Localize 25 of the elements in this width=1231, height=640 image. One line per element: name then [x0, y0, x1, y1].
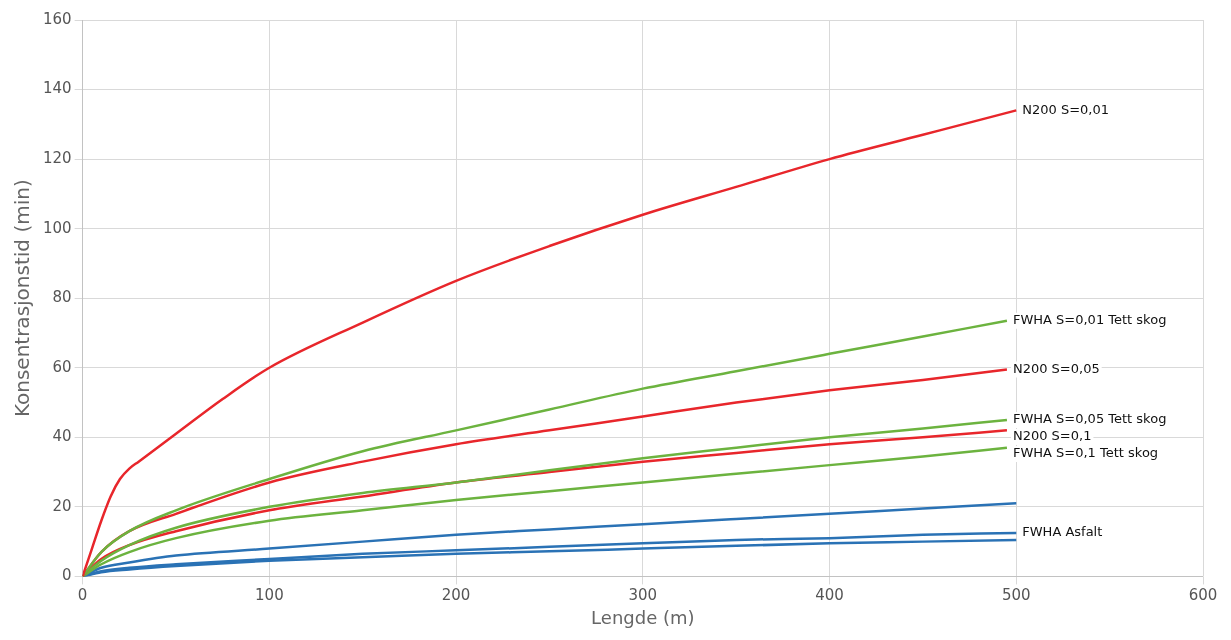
y-tick-label: 40: [52, 427, 72, 446]
series-label: FWHA S=0,05 Tett skog: [1012, 411, 1167, 427]
y-tick-label: 20: [52, 496, 72, 515]
series-label: N200 S=0,1: [1012, 428, 1092, 444]
x-tick-label: 0: [77, 586, 88, 605]
y-tick-label: 140: [42, 79, 72, 98]
x-tick-label: 500: [1001, 586, 1031, 605]
x-tick-label: 400: [815, 586, 844, 605]
y-tick-label: 160: [42, 9, 72, 28]
y-tick-label: 120: [42, 148, 72, 167]
y-tick-label: 60: [52, 357, 72, 376]
y-axis-title: Konsentrasjonstid (min): [10, 179, 35, 418]
series-label: FWHA S=0,01 Tett skog: [1012, 312, 1167, 328]
series-label: N200 S=0,01: [1022, 101, 1110, 117]
y-tick-label: 100: [42, 218, 72, 237]
x-tick-label: 600: [1188, 586, 1218, 605]
y-tick-label: 0: [62, 566, 72, 585]
series-label: FWHA Asfalt: [1022, 524, 1103, 540]
x-tick-label: 300: [628, 586, 658, 605]
y-tick-label: 80: [52, 288, 72, 307]
series-label: FWHA S=0,1 Tett skog: [1012, 445, 1159, 461]
x-tick-label: 100: [255, 586, 284, 605]
x-axis-title: Lengde (m): [591, 606, 695, 628]
x-tick-label: 200: [441, 586, 471, 605]
series-label: N200 S=0,05: [1012, 360, 1100, 376]
